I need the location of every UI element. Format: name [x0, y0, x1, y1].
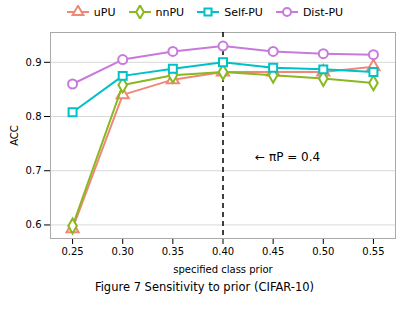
svg-text:← πP = 0.4: ← πP = 0.4 — [255, 150, 320, 164]
svg-text:0.8: 0.8 — [26, 111, 42, 122]
html-text:Dist-PU: Dist-PU — [302, 5, 344, 19]
html-text:Figure 7 Sensitivity to prior: Figure 7 Sensitivity to prior (CIFAR-10) — [94, 280, 315, 294]
html-text:Self-PU: Self-PU — [224, 5, 263, 19]
svg-text:0.35: 0.35 — [162, 246, 184, 257]
svg-text:0.50: 0.50 — [312, 246, 334, 257]
svg-text:specified class prior: specified class prior — [173, 264, 273, 275]
svg-text:ACC: ACC — [9, 125, 20, 146]
svg-text:0.40: 0.40 — [212, 246, 234, 257]
svg-text:0.55: 0.55 — [362, 246, 384, 257]
svg-text:0.7: 0.7 — [26, 165, 42, 176]
svg-text:0.25: 0.25 — [61, 246, 83, 257]
svg-text:0.45: 0.45 — [262, 246, 284, 257]
svg-text:0.30: 0.30 — [112, 246, 134, 257]
svg-text:0.9: 0.9 — [26, 57, 42, 68]
svg-text:0.6: 0.6 — [26, 219, 42, 230]
html-text:uPU: uPU — [93, 5, 116, 19]
html-text:nnPU: nnPU — [155, 5, 185, 19]
